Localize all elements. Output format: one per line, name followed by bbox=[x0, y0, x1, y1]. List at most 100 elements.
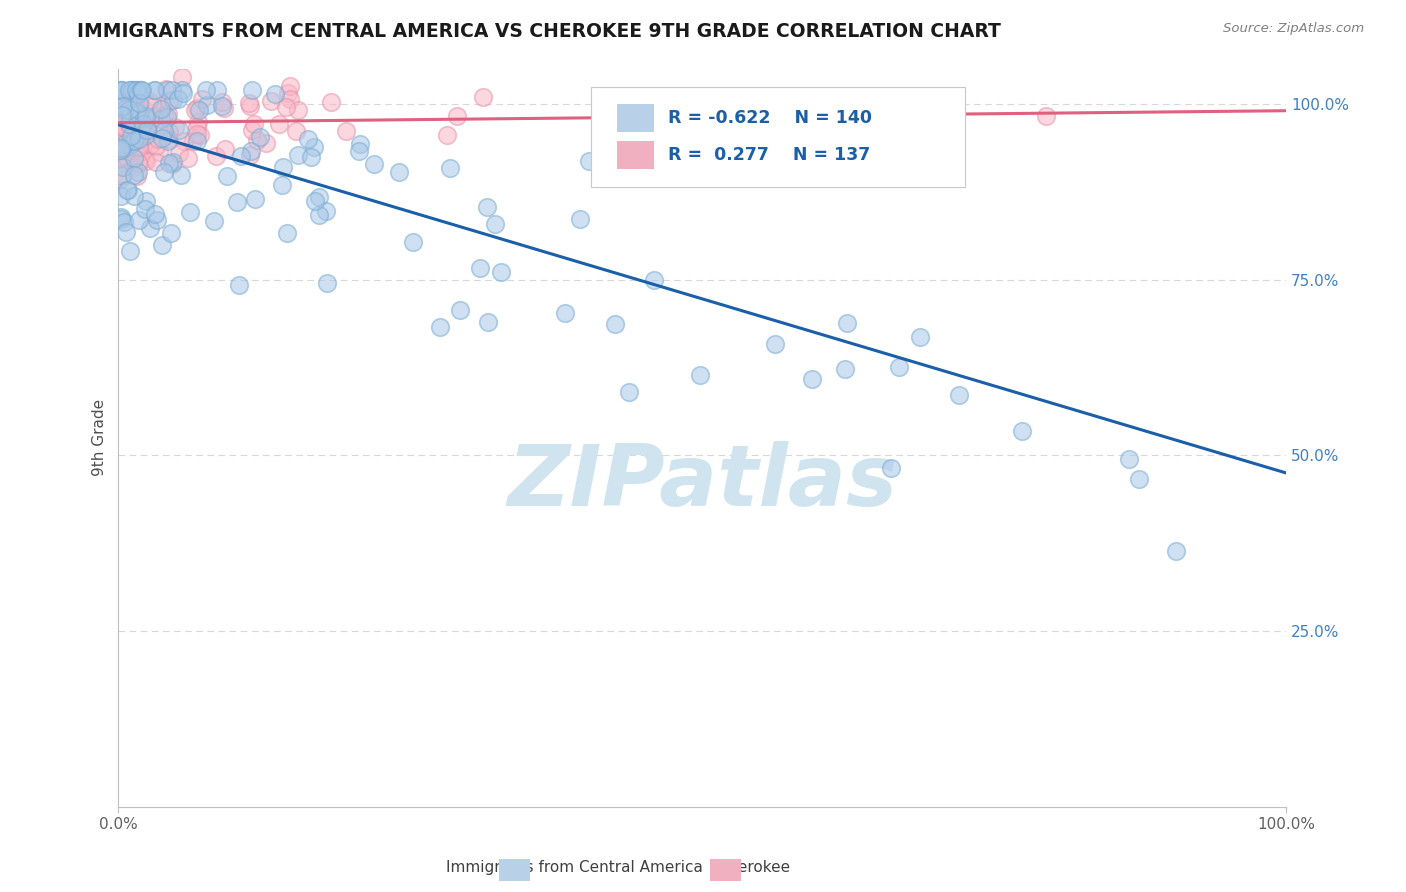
Point bbox=[128, 97, 150, 112]
Point bbox=[114, 121, 136, 136]
Point bbox=[132, 103, 155, 117]
Point bbox=[115, 113, 138, 128]
Point bbox=[145, 154, 167, 169]
Point bbox=[143, 82, 166, 96]
Text: Cherokee: Cherokee bbox=[703, 860, 790, 874]
Point bbox=[112, 114, 135, 128]
Point bbox=[112, 100, 135, 114]
Point bbox=[801, 371, 824, 385]
Point bbox=[446, 109, 468, 123]
Point bbox=[159, 226, 181, 240]
Point bbox=[115, 103, 138, 118]
Point bbox=[153, 109, 176, 123]
Point bbox=[347, 145, 370, 159]
Point bbox=[689, 368, 711, 383]
Point bbox=[110, 118, 132, 132]
Point bbox=[110, 143, 132, 157]
Text: ZIPatlas: ZIPatlas bbox=[508, 441, 897, 524]
Point bbox=[117, 104, 139, 119]
Point bbox=[114, 102, 136, 116]
Point bbox=[834, 121, 856, 136]
Point bbox=[157, 156, 180, 170]
Point bbox=[249, 130, 271, 145]
Point bbox=[243, 117, 266, 131]
Point bbox=[139, 137, 162, 152]
Point bbox=[578, 153, 600, 168]
Point bbox=[124, 151, 146, 165]
Point bbox=[118, 113, 141, 128]
Point bbox=[118, 82, 141, 96]
Point bbox=[110, 141, 132, 155]
Point bbox=[834, 362, 856, 376]
Point bbox=[112, 95, 135, 109]
Point bbox=[167, 92, 190, 106]
Point bbox=[195, 98, 218, 112]
Point bbox=[150, 101, 173, 115]
Point bbox=[121, 82, 143, 96]
Point bbox=[128, 146, 150, 161]
Point bbox=[202, 213, 225, 227]
Point bbox=[793, 146, 815, 161]
Point bbox=[243, 193, 266, 207]
Point bbox=[238, 95, 260, 110]
Point bbox=[1011, 424, 1033, 438]
Point bbox=[111, 113, 134, 128]
Point bbox=[114, 128, 136, 143]
Point bbox=[110, 189, 132, 203]
Point bbox=[121, 135, 143, 149]
Point bbox=[160, 82, 183, 96]
Point bbox=[617, 384, 640, 399]
Point bbox=[121, 82, 143, 96]
Point bbox=[276, 100, 298, 114]
Point bbox=[186, 120, 208, 135]
Point bbox=[605, 317, 627, 331]
Point bbox=[118, 103, 141, 117]
Point bbox=[163, 120, 186, 134]
Point bbox=[111, 169, 134, 184]
Point bbox=[186, 102, 208, 116]
Point bbox=[112, 215, 135, 229]
Point bbox=[111, 138, 134, 153]
Point bbox=[226, 195, 249, 210]
Point bbox=[112, 137, 135, 152]
Point bbox=[239, 148, 262, 162]
Point bbox=[297, 132, 319, 146]
Point bbox=[132, 117, 155, 131]
Point bbox=[169, 146, 191, 161]
Point bbox=[135, 122, 157, 136]
Point bbox=[112, 136, 135, 151]
Point bbox=[131, 131, 153, 145]
Point bbox=[115, 115, 138, 129]
Point bbox=[128, 95, 150, 109]
Point bbox=[118, 92, 141, 106]
Point bbox=[125, 120, 148, 135]
Point bbox=[112, 160, 135, 174]
Point bbox=[489, 265, 512, 279]
Point bbox=[111, 167, 134, 181]
Point bbox=[1118, 451, 1140, 466]
Point bbox=[111, 82, 134, 96]
Point bbox=[554, 305, 576, 319]
Point bbox=[157, 94, 180, 108]
Point bbox=[363, 156, 385, 170]
Point bbox=[246, 133, 269, 147]
Point bbox=[278, 78, 301, 93]
Point bbox=[134, 153, 156, 167]
Point bbox=[136, 120, 159, 134]
Point bbox=[569, 211, 592, 226]
Point bbox=[118, 117, 141, 131]
Point bbox=[124, 188, 146, 202]
Point bbox=[155, 128, 177, 143]
Point bbox=[120, 82, 142, 96]
Text: Immigrants from Central America: Immigrants from Central America bbox=[446, 860, 703, 874]
FancyBboxPatch shape bbox=[617, 141, 654, 169]
Point bbox=[125, 82, 148, 96]
Point bbox=[128, 95, 150, 110]
Point bbox=[156, 110, 179, 124]
Point bbox=[114, 110, 136, 124]
Point bbox=[114, 144, 136, 158]
Point bbox=[127, 138, 149, 153]
Point bbox=[117, 183, 139, 197]
Point bbox=[131, 82, 153, 96]
Point bbox=[131, 140, 153, 154]
